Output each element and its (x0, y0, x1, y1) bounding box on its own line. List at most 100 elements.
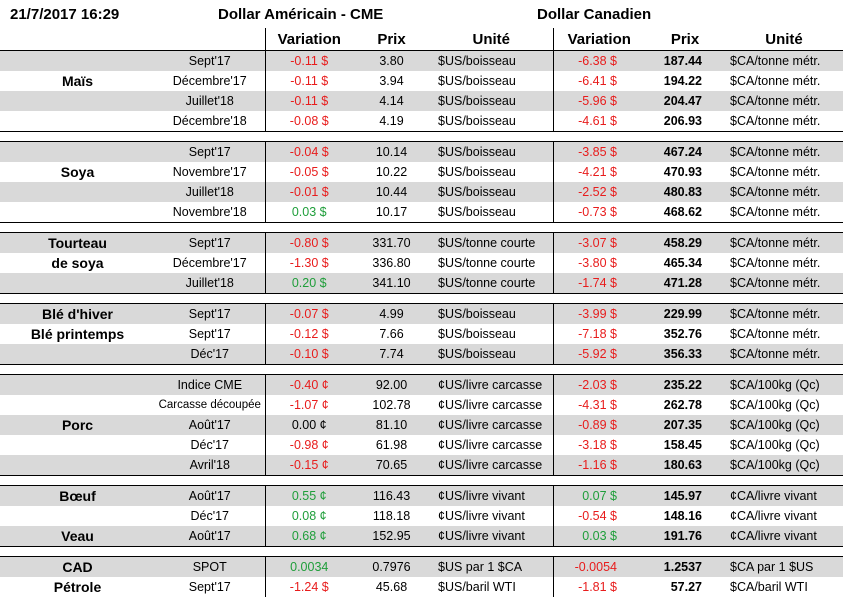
price-table: Variation Prix Unité Variation Prix Unité Sept… (0, 28, 843, 597)
contract: Décembre'17 (155, 71, 266, 91)
price-ca: 458.29 (645, 232, 725, 253)
unit-ca: ¢CA/livre vivant (725, 485, 843, 506)
unit-ca: $CA/tonne métr. (725, 232, 843, 253)
unit-us: $US/boisseau (430, 91, 554, 111)
group-label: Blé printemps (30, 326, 125, 342)
separator (0, 364, 843, 375)
variation-us: -0.01 $ (265, 182, 353, 202)
price-us: 152.95 (353, 526, 430, 547)
variation-ca: -5.96 $ (553, 91, 645, 111)
contract: Juillet'18 (155, 182, 266, 202)
data-row: Déc'17 -0.98 ¢ 61.98 ¢US/livre carcasse -3.1… (0, 435, 843, 455)
data-row: Déc'17 -0.10 $7.74 $US/boisseau -5.92 $356.… (0, 344, 843, 365)
separator (0, 475, 843, 486)
unit-ca: $CA/100kg (Qc) (730, 438, 820, 452)
separator-cell (0, 364, 843, 375)
data-row: Veau Août'17 0.68 ¢ 152.95 ¢US/livre vivant 0… (0, 526, 843, 547)
unit-us: $US par 1 $CA (430, 556, 554, 577)
price-us: 0.7976 (353, 556, 430, 577)
contract: Déc'17 (155, 506, 266, 526)
variation-us: -1.30 $ (289, 256, 329, 270)
data-row: Avril'18 -0.15 ¢ 70.65 ¢US/livre carcasse -1… (0, 455, 843, 476)
price-us: 336.80 (372, 256, 411, 270)
price-ca: 470.93 (663, 165, 702, 179)
unit-us: $US/boisseau (430, 71, 554, 91)
label-cell (0, 50, 155, 71)
unit-us: $US/boisseau (430, 111, 554, 132)
separator (0, 131, 843, 142)
price-ca: 465.34 (663, 256, 702, 270)
variation-ca: -6.38 $ (553, 50, 645, 71)
price-us: 7.74 (353, 344, 430, 365)
group-label: Maïs (61, 73, 94, 89)
unit-ca: $CA/100kg (Qc) (725, 415, 843, 435)
price-ca: 229.99 (645, 303, 725, 324)
unit-ca: $CA/100kg (Qc) (730, 398, 820, 412)
price-us: 331.70 (353, 232, 430, 253)
price-ca: 194.22 (663, 74, 702, 88)
variation-us: -0.40 ¢ (265, 374, 353, 395)
separator-cell (0, 131, 843, 142)
data-row: Sept'17 -0.04 $10.14 $US/boisseau -3.85 $46… (0, 141, 843, 162)
data-row: Juillet'18 0.20 $341.10 $US/tonne courte -1… (0, 273, 843, 294)
contract: Déc'17 (155, 435, 266, 455)
group-label: Soya (60, 164, 95, 180)
separator (0, 546, 843, 557)
variation-ca: -2.03 $ (553, 374, 645, 395)
data-row: Juillet'18 -0.01 $10.44 $US/boisseau -2.52 … (0, 182, 843, 202)
contract: Sept'17 (155, 141, 266, 162)
variation-us: 0.03 $ (291, 205, 327, 219)
price-us: 118.18 (372, 509, 411, 523)
data-row: Pétrole Sept'17 -1.24 $ 45.68 $US/baril WTI -… (0, 577, 843, 597)
unit-us: ¢US/livre carcasse (430, 415, 554, 435)
data-row: Bœuf Août'17 0.55 ¢ 116.43 ¢US/livre vivant 0… (0, 485, 843, 506)
unit-ca: $CA/tonne métr. (730, 74, 821, 88)
variation-us: -0.11 $ (290, 74, 329, 88)
variation-ca: 0.03 $ (553, 526, 645, 547)
variation-ca: -4.31 $ (578, 398, 617, 412)
price-us: 10.17 (375, 205, 408, 219)
data-row: CAD SPOT 0.0034 0.7976 $US par 1 $CA -0.0054 1… (0, 556, 843, 577)
title-bar: 21/7/2017 16:29 Dollar Américain - CME D… (0, 0, 843, 28)
data-row: Décembre'18 -0.08 $ 4.19 $US/boisseau -4.61 … (0, 111, 843, 132)
unit-us: ¢US/livre carcasse (430, 395, 554, 415)
group-label: CAD (0, 556, 155, 577)
variation-ca: -1.16 $ (553, 455, 645, 476)
label-cell (0, 506, 155, 526)
unit-ca: $CA/100kg (Qc) (725, 455, 843, 476)
data-row: Porc Août'17 0.00 ¢ 81.10 ¢US/livre carcasse… (0, 415, 843, 435)
price-ca: 352.76 (663, 327, 702, 341)
price-ca: 467.24 (645, 141, 725, 162)
unit-us: ¢US/livre vivant (430, 526, 554, 547)
contract: Carcasse découpée (155, 395, 266, 415)
separator-cell (0, 475, 843, 486)
contract: Décembre'17 (155, 253, 266, 273)
price-us: 4.99 (353, 303, 430, 324)
contract: Avril'18 (155, 455, 266, 476)
variation-ca: 0.07 $ (553, 485, 645, 506)
unit-ca: $CA par 1 $US (725, 556, 843, 577)
price-us: 81.10 (353, 415, 430, 435)
data-row: Novembre'18 0.03 $ 10.17 $US/boisseau -0.73 … (0, 202, 843, 223)
variation-ca: -4.21 $ (578, 165, 617, 179)
unit-ca: $CA/tonne métr. (725, 182, 843, 202)
variation-us: 0.20 $ (265, 273, 353, 294)
unit-ca: $CA/tonne métr. (725, 50, 843, 71)
contract: Juillet'18 (155, 91, 266, 111)
price-us: 3.80 (353, 50, 430, 71)
price-ca: 206.93 (663, 114, 702, 128)
variation-ca: -6.41 $ (578, 74, 617, 88)
data-row: Sept'17 -0.11 $3.80 $US/boisseau -6.38 $187… (0, 50, 843, 71)
variation-ca: -3.07 $ (553, 232, 645, 253)
unit-ca: $CA/tonne métr. (725, 303, 843, 324)
column-header: Prix (353, 28, 430, 51)
price-ca: 480.83 (645, 182, 725, 202)
column-header: Variation (265, 28, 353, 51)
variation-ca: -5.92 $ (553, 344, 645, 365)
unit-us: ¢US/livre vivant (430, 485, 554, 506)
price-us: 4.19 (379, 114, 404, 128)
price-ca: 57.27 (670, 580, 702, 594)
unit-us: $US/boisseau (430, 162, 554, 182)
group-label: Tourteau (0, 232, 155, 253)
